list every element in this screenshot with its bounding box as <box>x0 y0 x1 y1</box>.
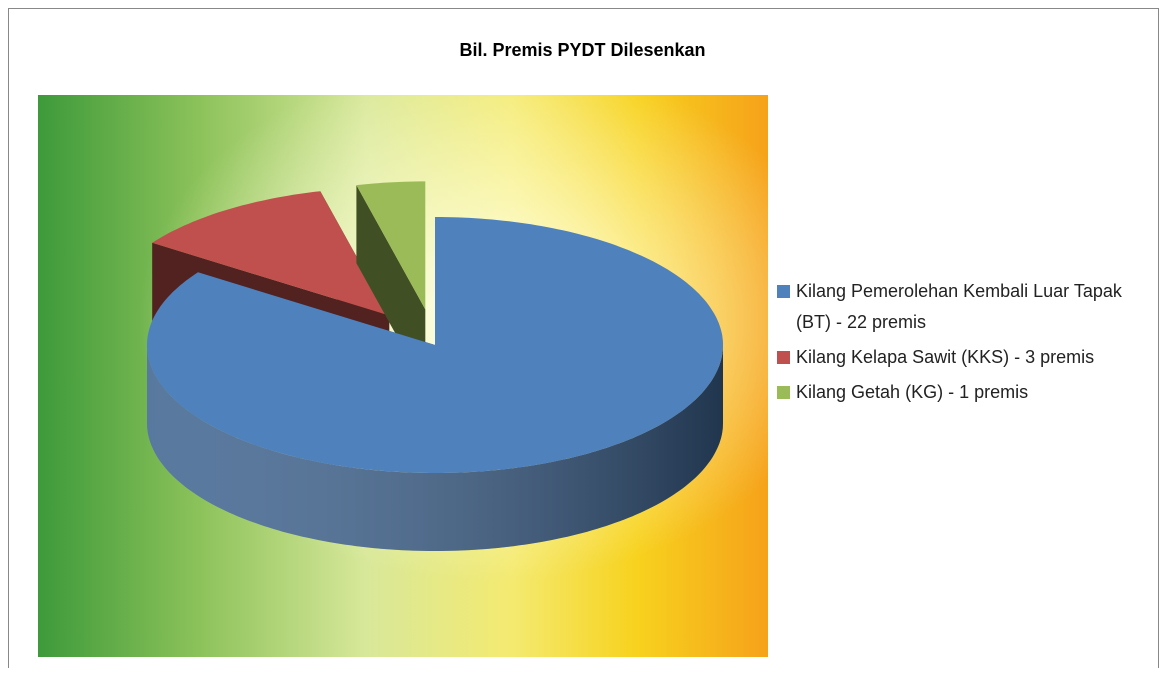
legend-swatch <box>777 351 790 364</box>
slice-side-shade <box>147 345 723 551</box>
slice-top <box>152 191 390 316</box>
chart-frame <box>8 8 1159 668</box>
legend-swatch <box>777 386 790 399</box>
legend-item: Kilang Pemerolehan Kembali Luar Tapak (B… <box>777 276 1155 338</box>
legend-label: Kilang Getah (KG) - 1 premis <box>796 382 1029 402</box>
pie-slice <box>147 217 723 551</box>
legend-item: Kilang Getah (KG) - 1 premis <box>777 377 1155 408</box>
slice-top <box>147 217 723 473</box>
chart-title: Bil. Premis PYDT Dilesenkan <box>459 40 706 60</box>
legend-label: Kilang Kelapa Sawit (KKS) - 3 premis <box>796 347 1095 367</box>
legend-swatch <box>777 285 790 298</box>
legend-item: Kilang Kelapa Sawit (KKS) - 3 premis <box>777 342 1155 373</box>
legend-label: Kilang Pemerolehan Kembali Luar Tapak (B… <box>796 281 1122 332</box>
legend: Kilang Pemerolehan Kembali Luar Tapak (B… <box>777 276 1155 412</box>
slice-top <box>356 181 426 310</box>
